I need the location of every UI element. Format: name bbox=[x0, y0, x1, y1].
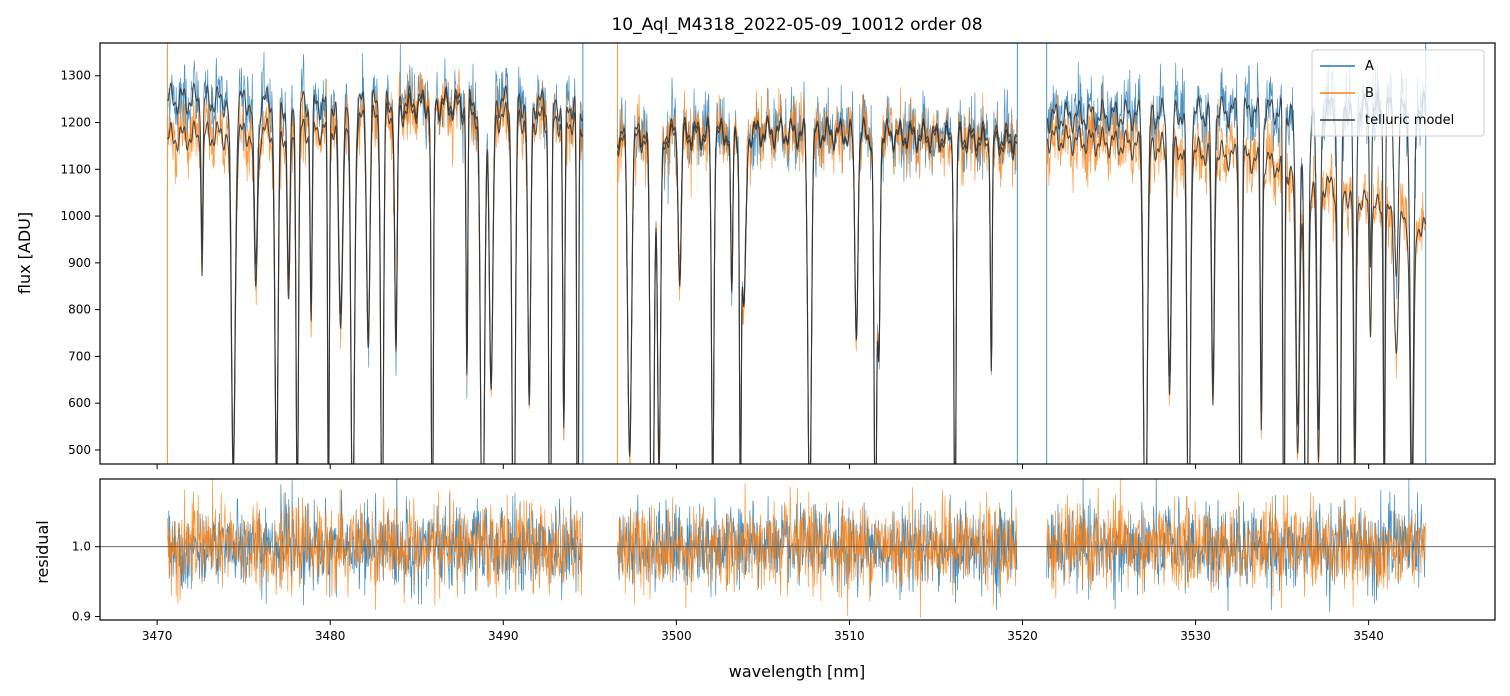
series-b-residual-segment bbox=[167, 479, 583, 611]
flux-y-tick: 500 bbox=[68, 443, 100, 457]
legend-box bbox=[1311, 49, 1485, 137]
residual-x-tick: 3540 bbox=[1353, 620, 1384, 643]
residual-y-tick-label: 1.0 bbox=[72, 540, 91, 554]
flux-panel: 500 600 700 800 900 1000 1100 1200 1300 flux [AD… bbox=[15, 42, 1496, 469]
residual-y-ticks: 0.9 1.0 bbox=[72, 540, 100, 624]
residual-x-tick: 3470 bbox=[142, 620, 173, 643]
residual-x-tick: 3480 bbox=[315, 620, 346, 643]
telluric-model-b-segment bbox=[166, 90, 584, 464]
flux-y-ticks: 500 600 700 800 900 1000 1100 1200 1300 bbox=[60, 69, 100, 457]
residual-x-tick-label: 3480 bbox=[315, 629, 346, 643]
flux-panel-frame bbox=[99, 42, 1496, 465]
residual-y-tick: 0.9 bbox=[72, 610, 100, 624]
residual-x-tick: 3510 bbox=[834, 620, 865, 643]
residual-x-tick-label: 3540 bbox=[1353, 629, 1384, 643]
flux-y-tick: 1100 bbox=[60, 162, 100, 176]
flux-y-tick: 800 bbox=[68, 303, 100, 317]
flux-y-tick-label: 1100 bbox=[60, 162, 91, 176]
series-a-residual-segment bbox=[617, 489, 1018, 610]
flux-y-tick-label: 1000 bbox=[60, 209, 91, 223]
flux-y-tick-label: 700 bbox=[68, 349, 91, 363]
flux-y-tick: 900 bbox=[68, 256, 100, 270]
flux-y-tick: 1000 bbox=[60, 209, 100, 223]
legend: A B telluric model bbox=[1311, 49, 1485, 137]
flux-y-tick: 1300 bbox=[60, 69, 100, 83]
flux-y-tick: 700 bbox=[68, 349, 100, 363]
legend-label-b: B bbox=[1365, 86, 1374, 101]
flux-y-tick-label: 900 bbox=[68, 256, 91, 270]
flux-y-tick-label: 1300 bbox=[60, 69, 91, 83]
legend-label-telluric: telluric model bbox=[1365, 113, 1454, 128]
residual-x-tick: 3530 bbox=[1180, 620, 1211, 643]
residual-y-tick-label: 0.9 bbox=[72, 610, 91, 624]
residual-x-tick-label: 3470 bbox=[142, 629, 173, 643]
series-telluric-model bbox=[166, 82, 1426, 464]
chart-title: 10_Aql_M4318_2022-05-09_10012 order 08 bbox=[611, 15, 982, 35]
telluric-model-a-segment bbox=[166, 82, 584, 464]
residual-x-tick-label: 3520 bbox=[1007, 629, 1038, 643]
flux-y-tick: 1200 bbox=[60, 116, 100, 130]
residual-panel-frame bbox=[99, 478, 1496, 621]
residual-panel: 0.91.0 3470 3480 3490 3500 3510 3520 3530 3540 … bbox=[33, 478, 1496, 681]
residual-x-tick: 3490 bbox=[488, 620, 519, 643]
residual-x-tick-label: 3490 bbox=[488, 629, 519, 643]
flux-y-tick-label: 1200 bbox=[60, 116, 91, 130]
residual-x-tick-label: 3530 bbox=[1180, 629, 1211, 643]
flux-y-tick-label: 500 bbox=[68, 443, 91, 457]
residual-y-axis-label: residual bbox=[33, 520, 52, 583]
telluric-model-a-segment bbox=[616, 114, 1018, 464]
telluric-model-b-segment bbox=[616, 116, 1018, 464]
residual-x-tick: 3500 bbox=[661, 620, 692, 643]
series-b-residual bbox=[167, 479, 1426, 618]
residual-x-tick-label: 3500 bbox=[661, 629, 692, 643]
legend-label-a: A bbox=[1365, 59, 1374, 74]
series-b-flux-segment bbox=[617, 87, 1018, 464]
flux-y-tick-label: 800 bbox=[68, 303, 91, 317]
residual-x-tick-label: 3510 bbox=[834, 629, 865, 643]
flux-y-axis-label: flux [ADU] bbox=[15, 212, 34, 294]
flux-y-tick-label: 600 bbox=[68, 396, 91, 410]
telluric-model-b-segment bbox=[1046, 124, 1426, 464]
x-axis-label: wavelength [nm] bbox=[729, 662, 866, 681]
residual-y-tick: 1.0 bbox=[72, 540, 100, 554]
series-b-residual-segment bbox=[617, 483, 1018, 618]
flux-x-ticks bbox=[156, 464, 1370, 469]
series-b-residual-segment bbox=[1046, 479, 1426, 609]
residual-x-ticks: 3470 3480 3490 3500 3510 3520 3530 3540 bbox=[142, 620, 1384, 643]
residual-x-tick: 3520 bbox=[1007, 620, 1038, 643]
flux-y-tick: 600 bbox=[68, 396, 100, 410]
